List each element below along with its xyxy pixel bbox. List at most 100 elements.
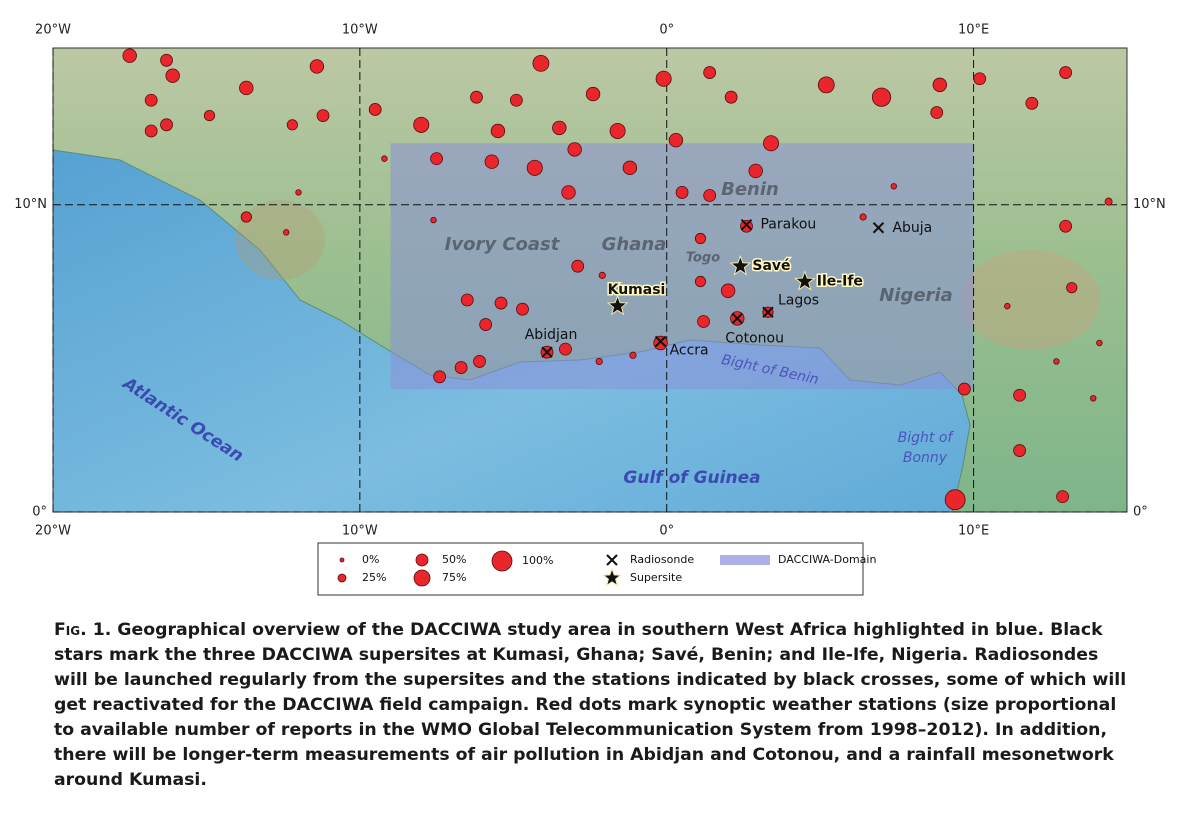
site-label: Ile-Ife bbox=[817, 274, 863, 290]
y-tick-label: 0° bbox=[32, 505, 47, 520]
highland bbox=[235, 200, 325, 280]
station-dot bbox=[490, 123, 506, 139]
station-dot bbox=[144, 93, 158, 107]
y-tick-label: 10°N bbox=[1133, 197, 1166, 212]
station-dot bbox=[571, 259, 585, 273]
station-dot bbox=[484, 154, 500, 169]
station-dot bbox=[1059, 219, 1073, 233]
station-dot bbox=[930, 106, 944, 119]
radiosonde-mark bbox=[872, 222, 885, 234]
station-dot bbox=[479, 318, 493, 331]
station-dot bbox=[165, 68, 180, 83]
station-dot bbox=[286, 119, 298, 131]
x-tick-label: 10°E bbox=[958, 23, 989, 38]
caption-label: Fig. 1. bbox=[54, 620, 112, 640]
legend-symbol bbox=[606, 554, 618, 566]
map-figure: 0% 25% 50% 75% 100% Radiosonde Supersite DACCIW… bbox=[14, 23, 1166, 596]
legend-size bbox=[491, 550, 513, 572]
legend-symbol bbox=[602, 567, 622, 587]
station-dot bbox=[494, 296, 508, 310]
legend-size bbox=[337, 573, 347, 583]
legend-label: 100% bbox=[522, 554, 553, 567]
caption: Fig. 1. Geographical overview of the DACC… bbox=[54, 618, 1132, 793]
x-tick-label: 20°W bbox=[35, 23, 71, 38]
station-dot bbox=[532, 54, 550, 72]
highland bbox=[960, 250, 1100, 350]
station-dot bbox=[1004, 302, 1011, 310]
water-label: Bight of bbox=[898, 430, 955, 446]
radiosonde-mark bbox=[740, 218, 753, 231]
station-dot bbox=[609, 122, 626, 139]
station-dot bbox=[473, 355, 486, 368]
station-dot bbox=[957, 382, 971, 396]
station-dot bbox=[559, 342, 572, 356]
station-dot bbox=[694, 232, 707, 245]
caption-text: Geographical overview of the DACCIWA stu… bbox=[54, 620, 1127, 790]
station-dot bbox=[629, 351, 637, 359]
station-dot bbox=[160, 53, 173, 67]
station-dot bbox=[1053, 358, 1060, 365]
station-dot bbox=[144, 124, 158, 138]
station-dot bbox=[1066, 282, 1078, 294]
station-dot bbox=[694, 275, 707, 288]
station-dot bbox=[675, 186, 689, 199]
station-dot bbox=[516, 302, 529, 316]
station-dot bbox=[454, 361, 468, 374]
station-dot bbox=[430, 216, 437, 224]
station-dot bbox=[413, 116, 430, 133]
station-dot bbox=[1025, 96, 1039, 110]
station-dot bbox=[1013, 444, 1026, 457]
radiosonde-mark bbox=[731, 312, 743, 325]
legend-size bbox=[415, 553, 429, 567]
station-dot bbox=[433, 370, 447, 384]
station-dot bbox=[1013, 388, 1026, 402]
radiosonde-mark bbox=[762, 306, 774, 318]
station-dot bbox=[1090, 395, 1097, 402]
station-dot bbox=[567, 142, 582, 157]
site-label: Abuja bbox=[892, 220, 932, 236]
station-dot bbox=[720, 283, 736, 298]
x-tick-label: 10°E bbox=[958, 524, 989, 539]
station-dot bbox=[653, 335, 668, 351]
station-dot bbox=[1104, 197, 1113, 206]
station-dot bbox=[1096, 339, 1103, 347]
site-label: Kumasi bbox=[608, 282, 666, 298]
legend-size bbox=[339, 557, 345, 563]
station-dot bbox=[160, 118, 173, 132]
supersite-mark bbox=[606, 294, 629, 316]
legend-label: 25% bbox=[362, 571, 386, 584]
sites: Parakou Abuja Savé Ile-Ife Kumasi Lagos Cotono… bbox=[525, 217, 933, 359]
station-dot bbox=[381, 155, 388, 162]
station-dot bbox=[552, 120, 567, 136]
x-tick-label: 20°W bbox=[35, 524, 71, 539]
station-dot bbox=[430, 152, 443, 166]
legend-label: 0% bbox=[362, 553, 379, 566]
station-dot bbox=[748, 163, 763, 179]
station-dot bbox=[309, 59, 325, 74]
radiosonde-mark bbox=[541, 346, 553, 358]
station-dot bbox=[239, 80, 254, 96]
site-label: Parakou bbox=[760, 217, 816, 233]
station-dot bbox=[283, 229, 290, 236]
station-dot bbox=[526, 159, 543, 176]
station-dot bbox=[470, 90, 483, 104]
station-dot bbox=[585, 86, 601, 102]
station-dot bbox=[973, 72, 987, 86]
legend-swatch bbox=[720, 555, 770, 565]
y-tick-label: 10°N bbox=[14, 197, 47, 212]
legend-label: 50% bbox=[442, 553, 466, 566]
station-dot bbox=[724, 90, 738, 104]
legend-label: 75% bbox=[442, 571, 466, 584]
station-dot bbox=[316, 109, 330, 123]
site-label: Savé bbox=[752, 258, 790, 274]
station-dot bbox=[871, 87, 892, 107]
station-dot bbox=[932, 77, 948, 93]
y-tick-label: 0° bbox=[1133, 505, 1148, 520]
region-label: Nigeria bbox=[879, 285, 953, 306]
station-dot bbox=[703, 66, 717, 79]
station-dot bbox=[509, 93, 523, 107]
station-dot bbox=[740, 219, 753, 233]
legend-label: Supersite bbox=[630, 571, 682, 584]
site-label: Cotonou bbox=[725, 330, 784, 346]
x-tick-label: 10°W bbox=[342, 23, 378, 38]
